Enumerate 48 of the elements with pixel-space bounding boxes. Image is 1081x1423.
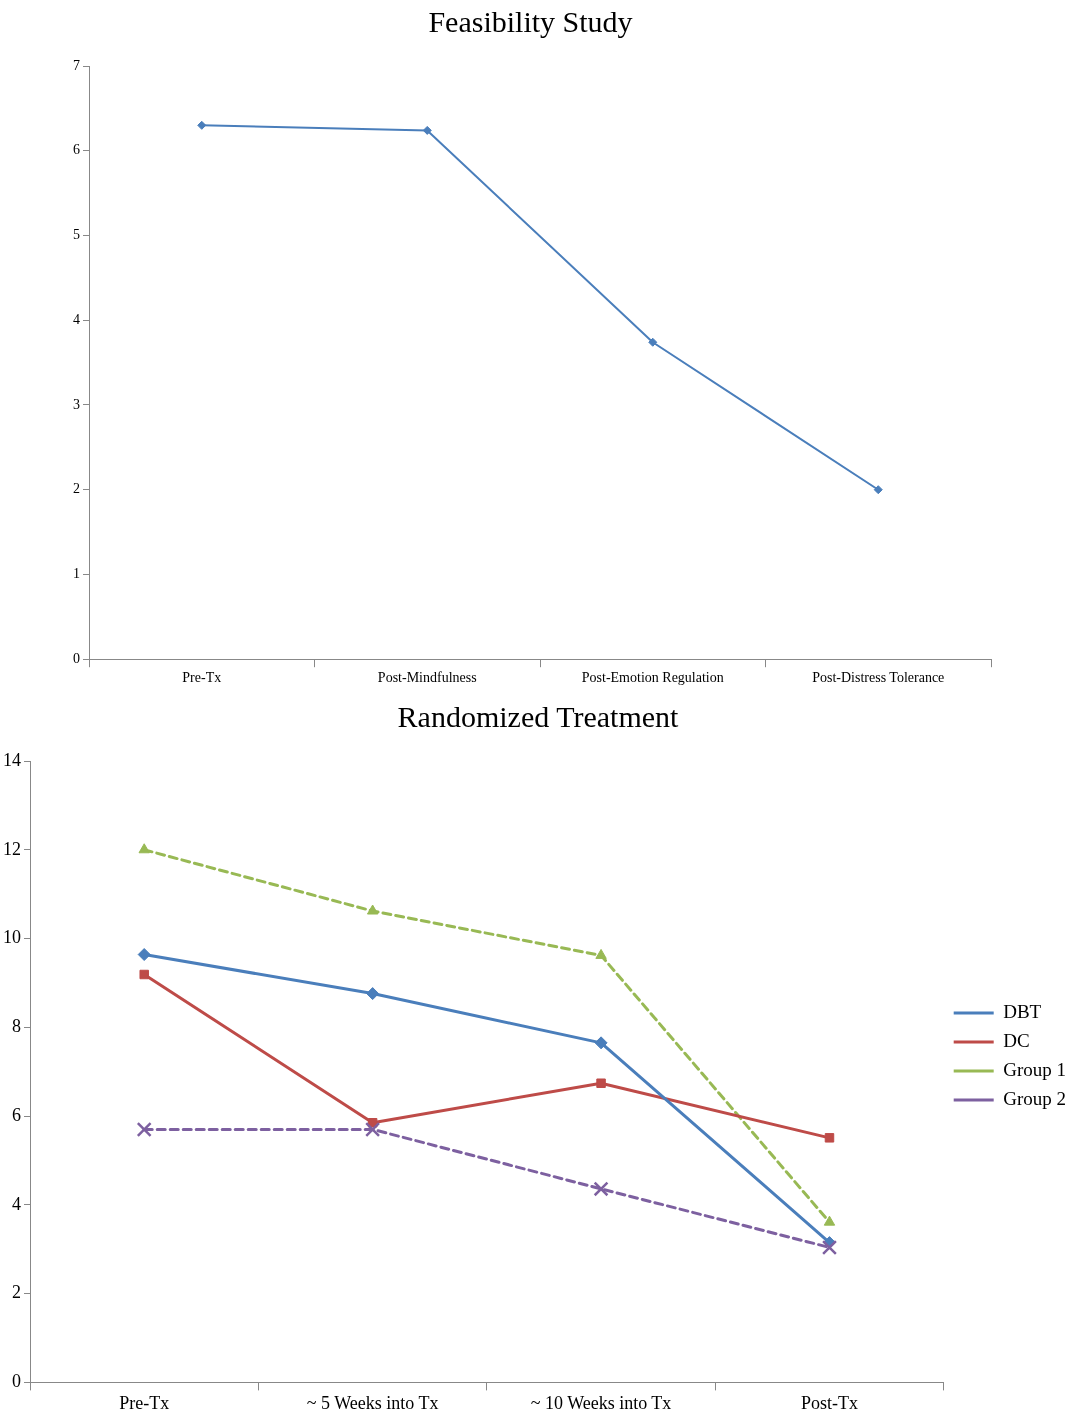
x-tick-label: Post-Emotion Regulation — [581, 670, 724, 686]
point — [365, 1121, 381, 1138]
legend-label: DBT — [1003, 1000, 1042, 1022]
x-tick-label: Post-Mindfulness — [377, 670, 477, 686]
point — [137, 948, 151, 962]
point — [422, 125, 432, 135]
y-tick-label: 4 — [12, 1193, 21, 1214]
point — [824, 1133, 835, 1143]
y-tick-label: 1 — [73, 566, 80, 582]
x-tick-label: ~ 5 Weeks into Tx — [306, 1392, 439, 1413]
point — [594, 1036, 608, 1050]
point — [366, 987, 380, 1001]
point — [593, 1181, 609, 1197]
point — [873, 485, 883, 495]
point — [139, 969, 149, 980]
point — [366, 904, 379, 915]
x-tick-label: Pre-Tx — [182, 670, 222, 686]
y-tick-label: 3 — [73, 396, 80, 412]
point — [136, 1121, 152, 1138]
y-tick-label: 4 — [73, 311, 80, 327]
legend-label: Group 1 — [1003, 1058, 1067, 1080]
y-tick-label: 8 — [12, 1016, 21, 1037]
y-tick-label: 6 — [73, 142, 80, 158]
point — [138, 843, 150, 854]
y-tick-label: 0 — [73, 650, 80, 666]
legend-label: DC — [1003, 1029, 1030, 1051]
point — [821, 1239, 838, 1256]
point — [596, 1078, 606, 1088]
y-tick-label: 7 — [73, 57, 80, 73]
legend-label: Group 2 — [1003, 1087, 1067, 1109]
y-tick-label: 6 — [12, 1104, 21, 1125]
y-tick-label: 0 — [12, 1371, 21, 1392]
chart-title: Feasibility Study — [428, 4, 633, 38]
x-tick-label: Pre-Tx — [119, 1392, 170, 1413]
x-tick-label: Post-Tx — [800, 1392, 858, 1413]
y-tick-label: 12 — [3, 838, 21, 859]
y-tick-label: 2 — [12, 1282, 21, 1303]
x-tick-label: ~ 10 Weeks into Tx — [530, 1392, 672, 1413]
y-tick-label: 2 — [73, 481, 80, 497]
x-tick-label: Post-Distress Tolerance — [812, 670, 945, 686]
y-tick-label: 14 — [3, 749, 21, 770]
y-tick-label: 5 — [73, 227, 80, 243]
y-tick-label: 10 — [3, 927, 21, 948]
point — [595, 948, 607, 959]
point — [648, 337, 658, 347]
point — [197, 120, 207, 130]
chart-title: Randomized Treatment — [397, 699, 680, 733]
point — [823, 1215, 836, 1226]
